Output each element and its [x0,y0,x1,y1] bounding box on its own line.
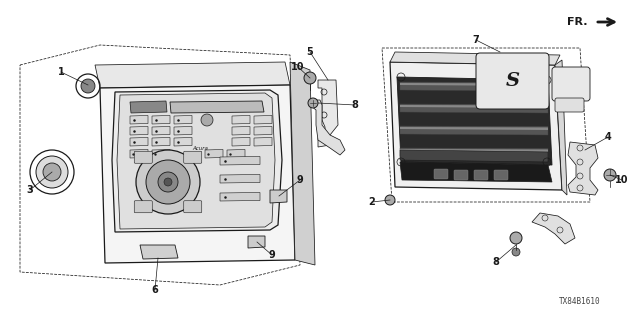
Polygon shape [170,101,264,113]
Circle shape [304,72,316,84]
Circle shape [510,232,522,244]
Polygon shape [140,245,178,259]
Polygon shape [390,52,560,65]
FancyBboxPatch shape [134,151,152,163]
Circle shape [385,195,395,205]
Circle shape [136,150,200,214]
Polygon shape [400,105,548,108]
FancyBboxPatch shape [454,170,468,180]
Polygon shape [130,101,167,113]
Polygon shape [290,62,315,265]
Circle shape [604,169,616,181]
Text: 2: 2 [369,197,376,207]
Polygon shape [400,82,548,91]
Polygon shape [400,127,548,130]
Text: 9: 9 [296,175,303,185]
Polygon shape [130,126,148,135]
FancyBboxPatch shape [134,201,152,213]
Polygon shape [400,150,548,162]
Polygon shape [555,60,567,195]
Polygon shape [174,126,192,135]
Polygon shape [400,83,548,86]
Text: 5: 5 [307,47,314,57]
Polygon shape [400,148,548,157]
Polygon shape [100,85,295,263]
FancyBboxPatch shape [184,151,202,163]
Polygon shape [310,100,345,155]
FancyBboxPatch shape [434,169,448,179]
Polygon shape [220,156,260,165]
Text: 4: 4 [605,132,611,142]
Circle shape [201,114,213,126]
Polygon shape [232,116,250,124]
Polygon shape [254,138,272,146]
Text: TX84B1610: TX84B1610 [559,298,601,307]
Text: Acura: Acura [192,146,208,150]
Polygon shape [130,149,148,158]
Text: FR.: FR. [568,17,588,27]
Polygon shape [220,193,260,201]
FancyBboxPatch shape [184,201,202,213]
Text: 9: 9 [269,250,275,260]
FancyBboxPatch shape [555,98,584,112]
Text: 3: 3 [27,185,33,195]
FancyBboxPatch shape [474,170,488,180]
Polygon shape [112,90,282,232]
Polygon shape [568,142,598,195]
Text: 6: 6 [152,285,158,295]
Polygon shape [400,126,548,135]
Circle shape [81,79,95,93]
Circle shape [164,178,172,186]
Polygon shape [397,77,552,165]
Polygon shape [254,126,272,135]
Polygon shape [400,162,552,182]
Polygon shape [254,116,272,124]
Text: 7: 7 [472,35,479,45]
Polygon shape [152,138,170,146]
Polygon shape [232,126,250,135]
Text: 8: 8 [351,100,358,110]
Polygon shape [174,138,192,146]
FancyBboxPatch shape [552,67,590,101]
Polygon shape [532,213,575,244]
Polygon shape [227,149,245,158]
Polygon shape [400,149,548,152]
Polygon shape [152,126,170,135]
Polygon shape [220,174,260,183]
Polygon shape [152,149,170,158]
Text: 1: 1 [58,67,65,77]
Text: S: S [506,72,520,90]
FancyBboxPatch shape [476,53,549,109]
Polygon shape [130,116,148,124]
Polygon shape [152,116,170,124]
Text: 8: 8 [493,257,499,267]
Polygon shape [232,138,250,146]
Text: 10: 10 [291,62,305,72]
Text: 10: 10 [615,175,628,185]
Circle shape [146,160,190,204]
Polygon shape [390,62,562,190]
Polygon shape [270,190,287,203]
Circle shape [512,248,520,256]
Polygon shape [400,104,548,113]
Polygon shape [174,116,192,124]
Circle shape [158,172,178,192]
FancyBboxPatch shape [494,170,508,180]
Polygon shape [95,62,290,88]
Polygon shape [318,80,338,147]
Circle shape [36,156,68,188]
Polygon shape [205,149,223,158]
Polygon shape [130,138,148,146]
Polygon shape [248,236,265,248]
Circle shape [308,98,318,108]
Polygon shape [117,93,275,229]
Circle shape [43,163,61,181]
